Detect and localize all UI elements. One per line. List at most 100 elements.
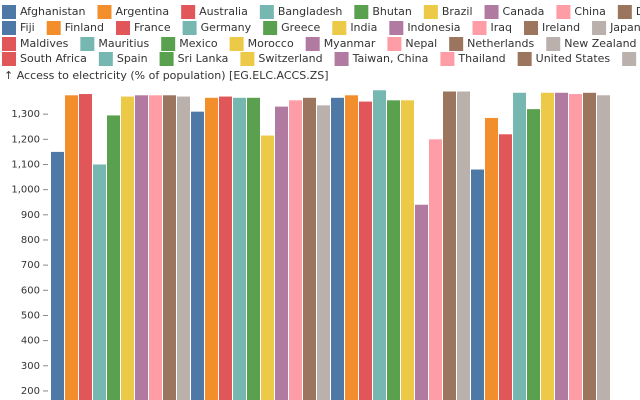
- legend-label: Afghanistan: [20, 5, 86, 18]
- bar: [415, 204, 428, 400]
- y-tick-label: 1,200: [11, 134, 40, 145]
- bar: [527, 109, 540, 400]
- bar: [135, 95, 148, 400]
- y-tick-label: 900: [21, 210, 40, 221]
- bar: [569, 94, 582, 400]
- legend-swatch: [334, 52, 349, 66]
- legend-label: Bangladesh: [278, 5, 343, 18]
- legend-label: Germany: [201, 21, 252, 34]
- legend-swatch: [2, 5, 16, 19]
- legend-label: Netherlands: [467, 37, 534, 50]
- bar: [247, 97, 260, 400]
- legend-label: Ireland: [542, 21, 580, 34]
- bar: [233, 97, 246, 400]
- legend-swatch: [472, 21, 487, 35]
- bar: [205, 97, 218, 400]
- y-tick-label: 1,100: [11, 159, 40, 170]
- legend-swatch: [622, 52, 637, 66]
- legend-label: Sri Lanka: [178, 52, 229, 65]
- y-tick-label: 800: [21, 235, 40, 246]
- bar: [359, 101, 372, 400]
- legend-swatch: [259, 5, 274, 19]
- bar: [401, 100, 414, 400]
- legend-label: Nepal: [405, 37, 437, 50]
- legend-label: Japan: [609, 21, 640, 34]
- legend-swatch: [2, 37, 16, 51]
- legend-swatch: [229, 37, 244, 51]
- legend-swatch: [592, 21, 607, 35]
- legend-swatch: [161, 37, 176, 51]
- legend-swatch: [484, 5, 499, 19]
- bar: [541, 92, 554, 400]
- legend-swatch: [389, 21, 404, 35]
- y-tick-label: 1,000: [11, 185, 40, 196]
- bar: [261, 135, 274, 400]
- bar: [191, 111, 204, 400]
- legend-label: Taiwan, China: [352, 52, 429, 65]
- legend-swatch: [517, 52, 532, 66]
- legend-swatch: [2, 52, 16, 66]
- y-tick-label: 200: [21, 386, 40, 397]
- legend-swatch: [332, 21, 347, 35]
- y-axis-label: ↑ Access to electricity (% of population…: [4, 69, 329, 82]
- bar: [499, 134, 512, 400]
- legend-label: Greece: [281, 21, 320, 34]
- bar: [443, 91, 456, 400]
- legend-label: Canada: [503, 5, 545, 18]
- bar: [65, 95, 78, 400]
- bar: [387, 100, 400, 400]
- bar: [583, 92, 596, 400]
- y-tick-label: 300: [21, 361, 40, 372]
- legend-swatch: [524, 21, 539, 35]
- bar: [275, 106, 288, 400]
- legend-swatch: [240, 52, 255, 66]
- legend-label: Denmark: [636, 5, 640, 18]
- legend-swatch: [556, 5, 571, 19]
- legend-label: Mauritius: [98, 37, 149, 50]
- legend-swatch: [46, 21, 61, 35]
- legend-label: New Zealand: [564, 37, 636, 50]
- bar: [303, 97, 316, 400]
- legend-swatch: [387, 37, 402, 51]
- legend-swatch: [354, 5, 369, 19]
- y-tick-label: 700: [21, 260, 40, 271]
- legend-label: Argentina: [115, 5, 169, 18]
- legend-swatch: [182, 21, 197, 35]
- bar: [331, 97, 344, 400]
- bar: [457, 91, 470, 400]
- bar: [345, 95, 358, 400]
- legend-swatch: [423, 5, 438, 19]
- legend-swatch: [305, 37, 320, 51]
- legend-swatch: [116, 21, 131, 35]
- legend-label: Fiji: [20, 21, 35, 34]
- bar: [597, 95, 610, 400]
- legend-swatch: [449, 37, 464, 51]
- bar: [289, 100, 302, 400]
- bar: [219, 96, 232, 400]
- legend-label: Morocco: [248, 37, 294, 50]
- legend-label: Mexico: [179, 37, 218, 50]
- bar: [121, 96, 134, 400]
- bar: [555, 92, 568, 400]
- legend-label: United States: [536, 52, 611, 65]
- legend-label: Thailand: [457, 52, 505, 65]
- bar: [373, 90, 386, 400]
- legend-label: Maldives: [20, 37, 69, 50]
- legend-label: India: [350, 21, 377, 34]
- legend-swatch: [263, 21, 278, 35]
- legend-label: Brazil: [442, 5, 473, 18]
- legend-swatch: [97, 5, 112, 19]
- y-tick-label: 600: [21, 285, 40, 296]
- legend-swatch: [2, 21, 16, 35]
- legend-label: France: [134, 21, 171, 34]
- bar: [513, 92, 526, 400]
- y-tick-label: 400: [21, 336, 40, 347]
- legend-label: Indonesia: [407, 21, 460, 34]
- legend-swatch: [546, 37, 561, 51]
- bar: [79, 94, 92, 400]
- legend-label: Myanmar: [324, 37, 376, 50]
- legend-label: Switzerland: [258, 52, 322, 65]
- legend-label: China: [574, 5, 605, 18]
- legend-swatch: [159, 52, 174, 66]
- bar: [51, 151, 64, 400]
